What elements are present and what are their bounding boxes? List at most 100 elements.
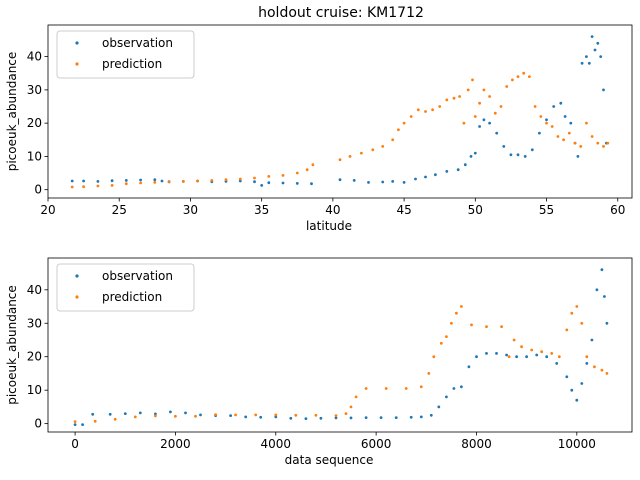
legend-marker-prediction (75, 62, 79, 66)
point-prediction (153, 181, 157, 184)
point-prediction (445, 335, 448, 338)
point-prediction (360, 151, 363, 155)
point-prediction (133, 415, 137, 419)
point-observation (260, 184, 264, 187)
point-prediction (570, 311, 574, 315)
point-prediction (274, 413, 278, 417)
y-tick-label: 10 (27, 149, 42, 163)
point-observation (599, 55, 603, 58)
point-prediction (381, 145, 385, 148)
point-prediction (364, 387, 368, 390)
legend-label-observation: observation (102, 36, 173, 50)
point-prediction (70, 185, 74, 189)
point-prediction (432, 355, 436, 359)
y-tick-label: 40 (27, 283, 42, 297)
x-tick-label: 10000 (558, 437, 596, 451)
point-prediction (445, 98, 449, 102)
y-tick-label: 0 (34, 417, 42, 431)
point-observation (124, 179, 128, 182)
point-prediction (294, 413, 298, 417)
point-observation (437, 405, 441, 409)
point-observation (555, 362, 559, 365)
series-prediction (70, 71, 610, 189)
point-observation (559, 101, 563, 105)
point-prediction (499, 105, 503, 108)
point-observation (535, 353, 539, 357)
point-prediction (452, 96, 456, 100)
point-prediction (391, 138, 395, 142)
point-observation (138, 411, 142, 415)
point-observation (585, 362, 589, 365)
point-observation (538, 131, 541, 135)
point-prediction (485, 325, 488, 328)
point-prediction (234, 413, 238, 417)
point-observation (482, 118, 486, 122)
point-prediction (493, 111, 497, 115)
legend-box (56, 30, 195, 79)
point-prediction (478, 101, 481, 105)
point-prediction (562, 138, 565, 142)
point-prediction (462, 121, 466, 125)
point-observation (402, 181, 406, 184)
point-prediction (311, 163, 315, 167)
point-observation (495, 131, 499, 135)
point-observation (91, 412, 95, 416)
point-observation (590, 35, 594, 38)
point-prediction (267, 175, 271, 178)
point-prediction (470, 323, 473, 327)
point-observation (580, 382, 584, 385)
point-prediction (210, 179, 214, 182)
point-observation (509, 153, 513, 157)
point-prediction (281, 174, 285, 177)
point-observation (295, 182, 299, 185)
x-tick-label: 30 (183, 203, 198, 217)
point-prediction (110, 184, 114, 187)
point-observation (485, 352, 488, 355)
point-observation (123, 412, 127, 415)
point-observation (580, 61, 584, 65)
y-tick-label: 20 (27, 116, 42, 130)
point-observation (338, 178, 342, 182)
point-observation (381, 180, 385, 184)
point-prediction (349, 405, 353, 409)
y-tick-label: 30 (27, 83, 42, 97)
point-prediction (557, 355, 561, 359)
point-observation (319, 416, 323, 420)
point-prediction (575, 305, 579, 308)
point-prediction (402, 121, 406, 125)
point-observation (596, 41, 600, 45)
point-observation (445, 170, 449, 173)
x-tick-label: 25 (112, 203, 127, 217)
x-tick-label: 20 (40, 203, 55, 217)
point-observation (409, 415, 413, 419)
point-prediction (473, 115, 477, 118)
point-observation (82, 179, 85, 183)
point-prediction (565, 328, 569, 332)
point-observation (419, 415, 423, 419)
point-observation (530, 148, 534, 152)
x-tick-label: 8000 (461, 437, 492, 451)
point-observation (259, 415, 263, 419)
point-observation (153, 178, 157, 182)
point-prediction (585, 355, 589, 359)
point-prediction (194, 414, 197, 418)
point-prediction (354, 395, 358, 399)
point-prediction (384, 387, 388, 390)
legend-label-prediction: prediction (102, 290, 162, 304)
point-observation (478, 125, 481, 128)
y-axis-label: picoeuk_abundance (5, 285, 19, 405)
point-prediction (397, 128, 400, 132)
point-prediction (174, 414, 177, 418)
point-prediction (471, 78, 474, 82)
point-observation (495, 352, 498, 355)
point-observation (244, 415, 248, 419)
point-observation (525, 355, 528, 359)
series-observation (73, 268, 609, 426)
point-prediction (511, 78, 514, 82)
x-tick-label: 4000 (261, 437, 292, 451)
point-observation (585, 55, 588, 58)
point-observation (570, 388, 574, 392)
point-observation (602, 88, 605, 92)
point-prediction (458, 95, 461, 98)
point-observation (515, 355, 518, 359)
